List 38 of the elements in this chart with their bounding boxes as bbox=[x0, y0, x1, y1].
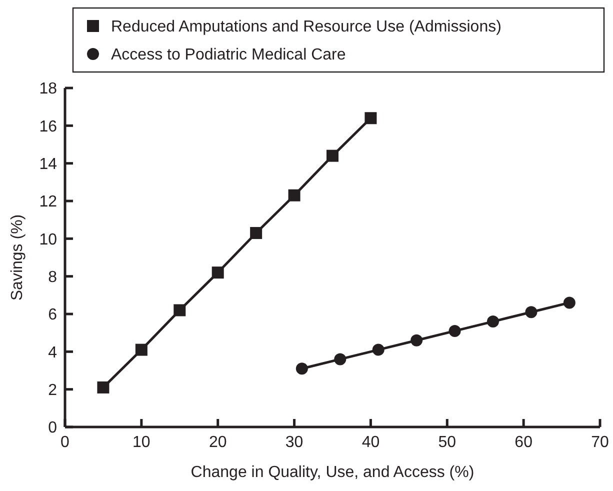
x-tick-label: 20 bbox=[208, 434, 227, 451]
y-tick-label: 18 bbox=[39, 80, 58, 98]
x-tick-label: 40 bbox=[362, 434, 380, 451]
point bbox=[334, 353, 346, 366]
x-tick-label: 70 bbox=[591, 434, 609, 451]
point bbox=[525, 306, 538, 318]
point bbox=[326, 150, 338, 162]
y-tick-label: 16 bbox=[39, 118, 58, 136]
point bbox=[448, 324, 461, 337]
point bbox=[135, 344, 148, 356]
x-tick-label: 50 bbox=[438, 434, 456, 451]
y-tick-label: 4 bbox=[48, 344, 58, 362]
point bbox=[174, 304, 186, 316]
point bbox=[250, 227, 262, 240]
x-tick-label: 10 bbox=[132, 434, 150, 451]
legend-label: Access to Podiatric Medical Care bbox=[111, 46, 346, 64]
y-axis-title: Savings (%) bbox=[9, 214, 26, 301]
point bbox=[296, 362, 308, 375]
point bbox=[372, 344, 384, 356]
point bbox=[487, 316, 499, 328]
point bbox=[97, 381, 110, 394]
y-tick-label: 12 bbox=[39, 194, 58, 211]
y-tick-label: 8 bbox=[48, 268, 58, 286]
point bbox=[212, 266, 224, 279]
point bbox=[410, 334, 423, 346]
y-tick-label: 0 bbox=[48, 420, 58, 437]
y-tick-label: 2 bbox=[48, 382, 58, 399]
x-axis-title: Change in Quality, Use, and Access (%) bbox=[190, 464, 474, 481]
point bbox=[364, 112, 377, 124]
point bbox=[288, 189, 300, 202]
y-tick-label: 10 bbox=[39, 231, 58, 248]
x-tick-label: 60 bbox=[514, 434, 533, 451]
y-tick-label: 14 bbox=[39, 156, 58, 173]
x-tick-label: 30 bbox=[285, 434, 304, 451]
legend-label: Reduced Amputations and Resource Use (Admissions) bbox=[111, 18, 502, 36]
x-tick-label: 0 bbox=[60, 434, 70, 451]
point bbox=[563, 296, 576, 309]
y-tick-label: 6 bbox=[48, 306, 58, 324]
